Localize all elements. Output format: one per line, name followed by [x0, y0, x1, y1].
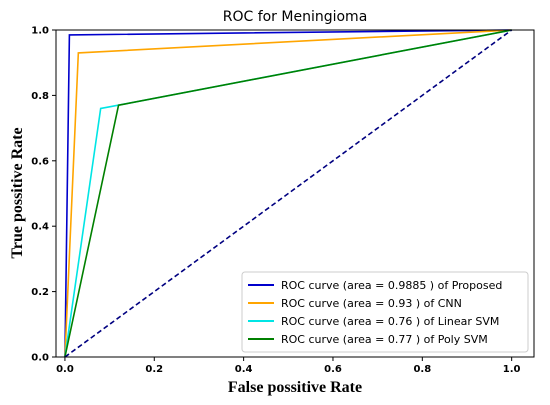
y-axis-label: True possitive Rate: [9, 127, 26, 258]
series-line-2: [64, 29, 512, 358]
plot-frame: [55, 29, 535, 358]
chart-title: ROC for Meningioma: [223, 9, 368, 25]
legend-entry-label: ROC curve (area = 0.76 ) of Linear SVM: [281, 315, 499, 328]
x-tick-label: 1.0: [503, 364, 521, 375]
x-tick-label: 0.0: [56, 364, 74, 375]
x-axis-label: False possitive Rate: [228, 379, 362, 396]
legend-entry-label: ROC curve (area = 0.77 ) of Poly SVM: [281, 333, 488, 346]
legend: ROC curve (area = 0.9885 ) of Proposed RO…: [241, 271, 529, 353]
y-tick-label: 0.2: [31, 287, 49, 298]
x-tick-label: 0.8: [413, 364, 431, 375]
plot-lines: [64, 29, 513, 358]
y-axis-ticks: 0.0 0.2 0.4 0.6 0.8 1.0: [31, 26, 56, 364]
legend-entry-label: ROC curve (area = 0.93 ) of CNN: [281, 297, 462, 310]
x-tick-label: 0.6: [324, 364, 342, 375]
y-tick-label: 1.0: [31, 26, 49, 37]
legend-box: [241, 271, 529, 353]
y-tick-label: 0.4: [31, 222, 49, 233]
x-tick-label: 0.4: [235, 364, 253, 375]
series-line-1: [64, 29, 512, 358]
legend-entry-label: ROC curve (area = 0.9885 ) of Proposed: [281, 279, 502, 292]
series-line-4: [64, 29, 512, 358]
diagonal-reference-line: [64, 29, 513, 358]
y-tick-label: 0.6: [31, 156, 49, 167]
x-tick-label: 0.2: [145, 364, 163, 375]
y-tick-label: 0.8: [31, 91, 49, 102]
x-axis-ticks: 0.0 0.2 0.4 0.6 0.8 1.0: [56, 357, 521, 375]
y-tick-label: 0.0: [31, 353, 49, 364]
